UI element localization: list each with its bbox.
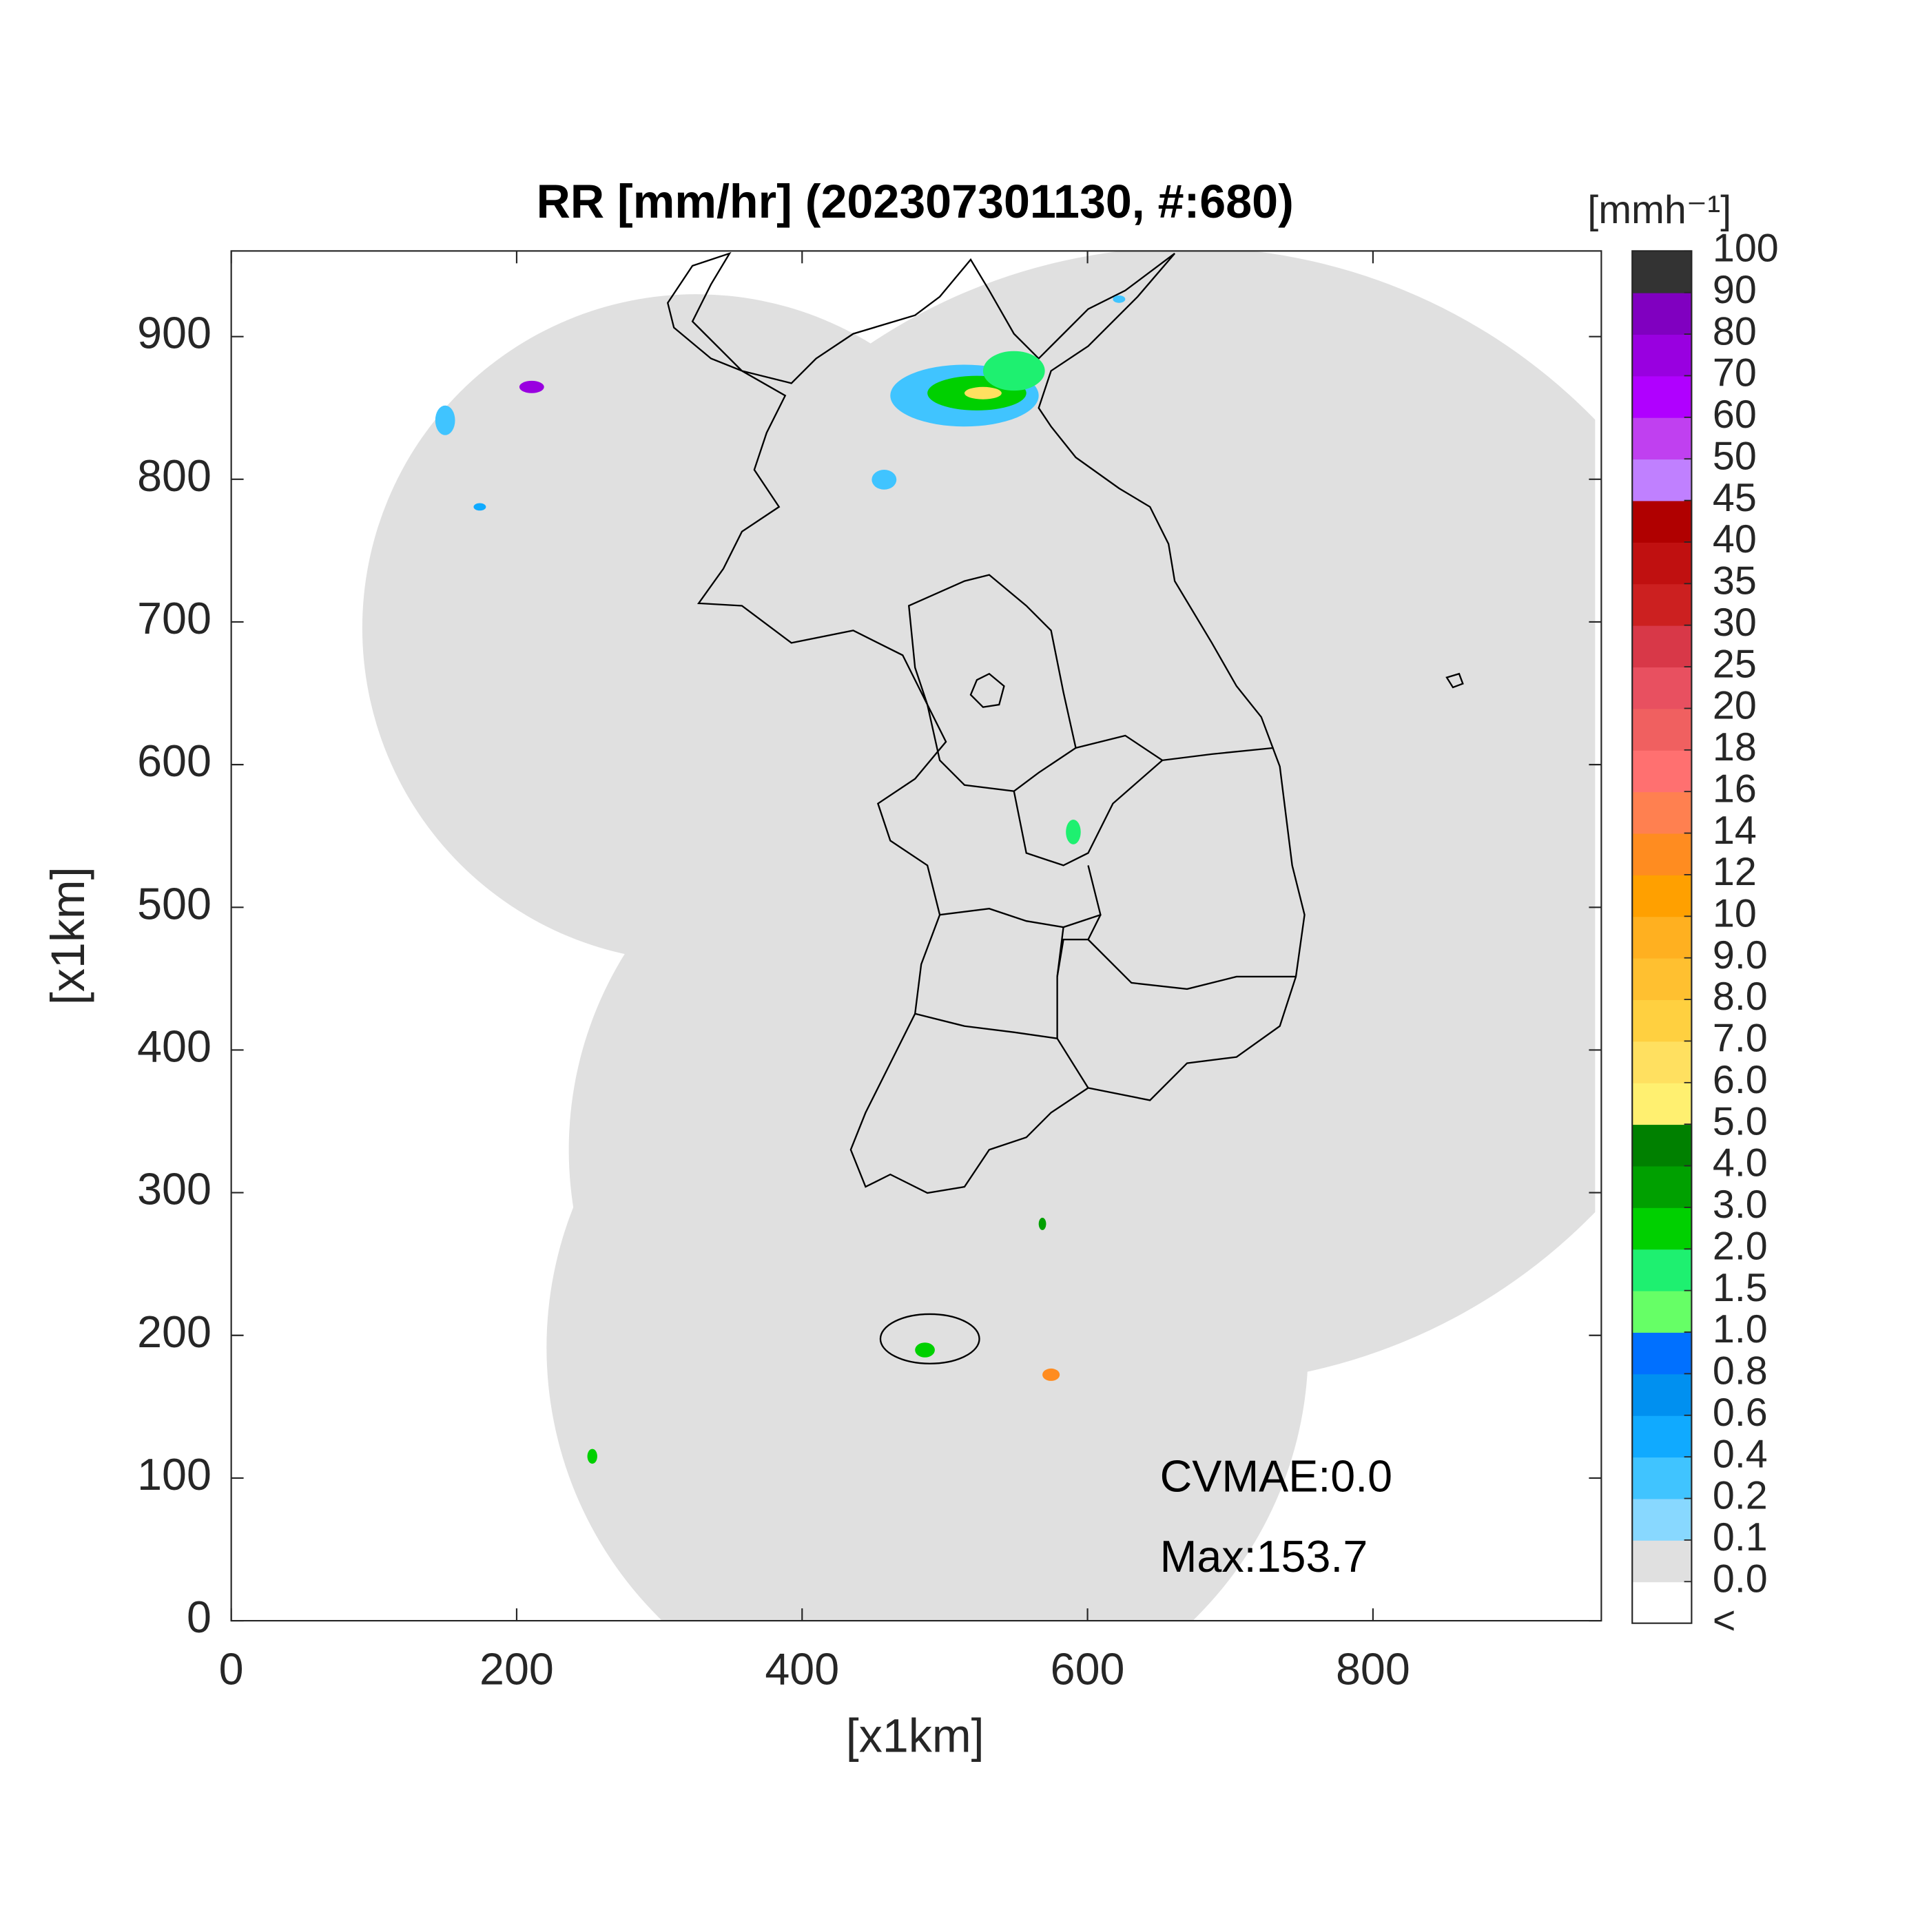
y-tick-label: 0	[187, 1592, 212, 1642]
colorbar-segment	[1632, 251, 1692, 293]
colorbar-segment	[1632, 1082, 1692, 1125]
colorbar-label: 0.2	[1713, 1474, 1768, 1518]
colorbar-segment	[1632, 1332, 1692, 1375]
y-tick-label: 100	[137, 1450, 212, 1499]
colorbar-segment	[1632, 749, 1692, 793]
colorbar-label: <	[1713, 1599, 1736, 1643]
colorbar-unit: [mmh⁻¹]	[1587, 188, 1731, 232]
colorbar-label: 80	[1713, 309, 1757, 353]
coastline	[666, 251, 1464, 1364]
colorbar-segment	[1632, 667, 1692, 709]
colorbar-label: 35	[1713, 559, 1757, 603]
plot-frame	[230, 250, 1602, 1622]
colorbar-segment	[1632, 1290, 1692, 1333]
colorbar-label: 1.0	[1713, 1307, 1768, 1351]
colorbar-segment	[1632, 791, 1692, 834]
colorbar-label: 18	[1713, 725, 1757, 769]
x-tick-label: 0	[219, 1645, 244, 1694]
colorbar-label: 50	[1713, 434, 1757, 478]
y-tick-label: 800	[137, 451, 212, 501]
colorbar-segment	[1632, 583, 1692, 626]
colorbar-label: 6.0	[1713, 1058, 1768, 1102]
colorbar-segment	[1632, 417, 1692, 460]
colorbar-segment	[1632, 833, 1692, 875]
colorbar-segment	[1632, 1041, 1692, 1083]
x-tick-label: 200	[479, 1645, 554, 1694]
colorbar-label: 30	[1713, 601, 1757, 645]
colorbar-label: 14	[1713, 809, 1757, 853]
colorbar-label: 20	[1713, 684, 1757, 728]
colorbar-segment	[1632, 999, 1692, 1042]
colorbar-segment	[1632, 1249, 1692, 1291]
colorbar-segment	[1632, 1373, 1692, 1416]
colorbar-label: 4.0	[1713, 1141, 1768, 1185]
y-tick-label: 600	[137, 736, 212, 786]
precipitation-echoes	[435, 295, 1126, 1464]
colorbar-segment	[1632, 957, 1692, 1000]
y-tick-label: 700	[137, 594, 212, 643]
colorbar-segment	[1632, 1124, 1692, 1167]
y-tick-label: 300	[137, 1165, 212, 1214]
x-tick-label: 800	[1336, 1645, 1410, 1694]
colorbar-segment	[1632, 1207, 1692, 1250]
colorbar-label: 60	[1713, 393, 1757, 437]
colorbar-label: 0.6	[1713, 1391, 1768, 1435]
colorbar-segment	[1632, 541, 1692, 585]
colorbar-segment	[1632, 375, 1692, 418]
colorbar-label: 70	[1713, 351, 1757, 395]
annotation: CVMAE:0.0	[1160, 1452, 1393, 1502]
colorbar-label: 1.5	[1713, 1266, 1768, 1310]
colorbar-label: 0.0	[1713, 1557, 1768, 1601]
colorbar-segment	[1632, 874, 1692, 917]
x-tick-label: 400	[765, 1645, 839, 1694]
colorbar-segment	[1632, 1165, 1692, 1208]
colorbar-segment	[1632, 1415, 1692, 1458]
colorbar-segment	[1632, 500, 1692, 543]
colorbar-label: 5.0	[1713, 1099, 1768, 1143]
colorbar-label: 40	[1713, 517, 1757, 561]
colorbar-label: 25	[1713, 642, 1757, 686]
chart-title: RR [mm/hr] (202307301130, #:680)	[537, 176, 1294, 228]
x-axis-label: [x1km]	[846, 1710, 984, 1762]
colorbar-label: 16	[1713, 767, 1757, 811]
colorbar-label: 0.1	[1713, 1515, 1768, 1559]
colorbar-frame	[1631, 250, 1693, 1624]
colorbar-segment	[1632, 459, 1692, 501]
colorbar-label: 100	[1713, 227, 1779, 271]
colorbar-label: 2.0	[1713, 1224, 1768, 1268]
annotation: Max:153.7	[1160, 1532, 1368, 1581]
map-layer	[362, 251, 1596, 1621]
radar-coverage	[362, 251, 1596, 1621]
colorbar-segment	[1632, 916, 1692, 959]
colorbar-label: 0.8	[1713, 1349, 1768, 1393]
colorbar-label: 10	[1713, 891, 1757, 935]
colorbar-label: 9.0	[1713, 933, 1768, 977]
y-axis-label: [x1km]	[42, 866, 94, 1005]
colorbar-segment	[1632, 1539, 1692, 1583]
colorbar-label: 0.4	[1713, 1432, 1768, 1476]
colorbar-segment	[1632, 1581, 1692, 1623]
colorbar-label: 45	[1713, 476, 1757, 520]
colorbar-label: 12	[1713, 850, 1757, 894]
colorbar-label: 7.0	[1713, 1017, 1768, 1061]
colorbar-segment	[1632, 292, 1692, 335]
colorbar-segment	[1632, 708, 1692, 751]
colorbar-label: 8.0	[1713, 975, 1768, 1019]
y-tick-label: 400	[137, 1022, 212, 1072]
colorbar-label: 3.0	[1713, 1183, 1768, 1227]
colorbar-segment	[1632, 1457, 1692, 1499]
x-tick-label: 600	[1051, 1645, 1125, 1694]
colorbar-segment	[1632, 334, 1692, 377]
colorbar-segment	[1632, 1498, 1692, 1541]
y-tick-label: 900	[137, 309, 212, 358]
y-tick-label: 200	[137, 1307, 212, 1357]
y-tick-label: 500	[137, 879, 212, 928]
colorbar-label: 90	[1713, 268, 1757, 312]
colorbar-segment	[1632, 625, 1692, 667]
